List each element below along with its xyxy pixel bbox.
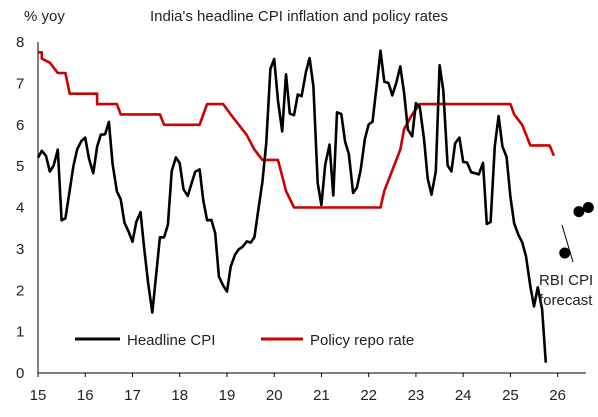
x-tick-label: 19 (219, 387, 236, 404)
y-tick-label: 6 (16, 117, 24, 134)
x-tick-label: 22 (360, 387, 377, 404)
legend-label-headline-cpi: Headline CPI (127, 332, 215, 349)
series-line-headline-cpi (36, 49, 548, 363)
x-tick-label: 26 (549, 387, 566, 404)
forecast-point (559, 247, 571, 259)
legend-label-policy-repo-rate: Policy repo rate (310, 332, 414, 349)
x-tick-label: 21 (313, 387, 330, 404)
x-tick-label: 20 (266, 387, 283, 404)
x-tick-label: 23 (408, 387, 425, 404)
y-tick-label: 4 (16, 200, 24, 217)
y-tick-label: 1 (16, 324, 24, 341)
x-tick-label: 15 (30, 387, 47, 404)
y-tick-label: 3 (16, 241, 24, 258)
y-axis-label: % yoy (24, 8, 65, 25)
y-tick-label: 0 (16, 365, 24, 382)
forecast-point (582, 202, 594, 213)
y-tick-label: 8 (16, 34, 24, 51)
forecast-label-line2: forecast (539, 292, 593, 309)
x-tick-label: 24 (455, 387, 472, 404)
x-tick-label: 16 (77, 387, 94, 404)
forecast-label-line1: RBI CPI (539, 272, 593, 289)
chart-title: India's headline CPI inflation and polic… (149, 8, 449, 25)
series-lines (36, 49, 594, 363)
y-tick-label: 5 (16, 158, 24, 175)
forecast-point (573, 206, 585, 218)
forecast-pointer-line (561, 224, 574, 263)
axes (37, 42, 586, 374)
x-tick-label: 18 (171, 387, 188, 404)
forecast-annotation: RBI CPI forecast (539, 224, 593, 309)
x-tick-label: 25 (502, 387, 519, 404)
legend: Headline CPI Policy repo rate (75, 332, 414, 349)
x-tick-label: 17 (124, 387, 141, 404)
y-tick-label: 7 (16, 75, 24, 92)
y-tick-label: 2 (16, 282, 24, 299)
